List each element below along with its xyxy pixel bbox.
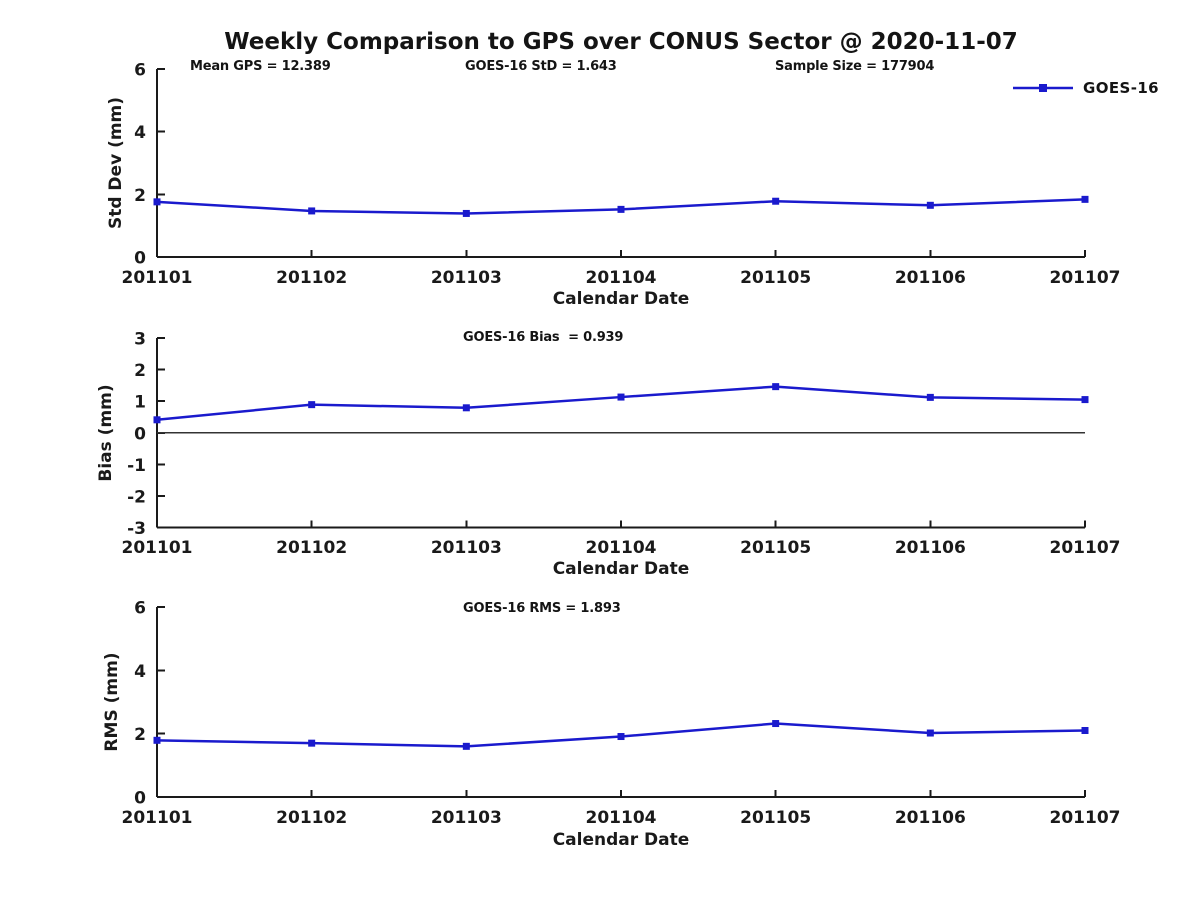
x-tick-label: 201104: [586, 808, 657, 828]
data-point-marker: [617, 205, 625, 213]
y-tick-label: 6: [134, 61, 146, 81]
y-tick-label: 1: [134, 393, 146, 413]
x-axis-title: Calendar Date: [553, 830, 690, 850]
y-tick-label: -2: [127, 487, 146, 507]
x-tick-label: 201101: [122, 538, 193, 558]
x-tick-label: 201107: [1050, 808, 1121, 828]
annotation-goes16-rms: GOES-16 RMS = 1.893: [463, 601, 621, 616]
y-axis-title: Std Dev (mm): [106, 97, 126, 229]
y-axis-title: Bias (mm): [96, 384, 116, 481]
x-tick-label: 201106: [895, 538, 966, 558]
data-point-marker: [153, 198, 161, 206]
annotation-goes16-bias: GOES-16 Bias = 0.939: [463, 330, 624, 345]
x-axis-title: Calendar Date: [553, 559, 690, 579]
series-line: [156, 385, 1086, 422]
x-tick-label: 201101: [122, 808, 193, 828]
legend: GOES-16: [1011, 79, 1160, 97]
rms-subplot: 0 2 4 6 201101 201102 201103 201104 201105 201106…: [102, 599, 1121, 851]
x-tick-label: 201105: [740, 808, 811, 828]
data-point-marker: [153, 416, 161, 424]
legend-marker: [1039, 84, 1047, 92]
x-tick-label: 201102: [276, 268, 347, 288]
y-tick-label: 6: [134, 599, 146, 619]
annotation-sample-size: Sample Size = 177904: [775, 59, 935, 74]
y-tick-label: 2: [134, 725, 146, 745]
annotation-mean-gps: Mean GPS = 12.389: [190, 59, 331, 74]
figure-title: Weekly Comparison to GPS over CONUS Sect…: [224, 29, 1018, 55]
x-tick-label: 201105: [740, 538, 811, 558]
data-point-marker: [308, 739, 316, 747]
data-point-marker: [926, 201, 934, 209]
data-point-marker: [153, 736, 161, 744]
y-axis-title: RMS (mm): [102, 652, 122, 751]
bias-subplot: -3 -2 -1 0 1 2 3 201101 201102 201103 201104 201105…: [96, 330, 1121, 580]
data-point-marker: [308, 207, 316, 215]
data-point-marker: [926, 393, 934, 401]
data-point-marker: [1081, 195, 1089, 203]
x-tick-label: 201103: [431, 538, 502, 558]
x-tick-label: 201106: [895, 808, 966, 828]
data-point-marker: [772, 383, 780, 391]
data-point-marker: [772, 197, 780, 205]
x-tick-label: 201101: [122, 268, 193, 288]
data-point-marker: [617, 393, 625, 401]
y-tick-label: 0: [134, 424, 146, 444]
x-tick-label: 201104: [586, 268, 657, 288]
annotation-goes16-std: GOES-16 StD = 1.643: [465, 59, 617, 74]
x-tick-label: 201105: [740, 268, 811, 288]
x-tick-label: 201102: [276, 538, 347, 558]
y-tick-label: -1: [127, 456, 146, 476]
y-tick-label: 0: [134, 249, 146, 269]
data-point-marker: [308, 401, 316, 409]
y-tick-label: -3: [127, 519, 146, 539]
data-point-marker: [462, 209, 470, 217]
x-tick-label: 201107: [1050, 538, 1121, 558]
data-point-marker: [1081, 396, 1089, 404]
x-tick-label: 201102: [276, 808, 347, 828]
y-tick-label: 0: [134, 789, 146, 809]
x-tick-label: 201104: [586, 538, 657, 558]
x-tick-label: 201107: [1050, 268, 1121, 288]
y-tick-label: 4: [134, 123, 146, 143]
stddev-subplot: 0 2 4 6 201101 201102 201103 201104 201105 201106…: [106, 61, 1121, 310]
x-tick-label: 201103: [431, 268, 502, 288]
y-tick-label: 2: [134, 186, 146, 206]
legend-line-sample: [1013, 84, 1073, 92]
data-point-marker: [617, 733, 625, 741]
y-tick-label: 2: [134, 361, 146, 381]
y-tick-label: 4: [134, 662, 146, 682]
x-tick-label: 201106: [895, 268, 966, 288]
data-point-marker: [926, 729, 934, 737]
data-point-marker: [462, 742, 470, 750]
data-point-marker: [772, 720, 780, 728]
y-tick-label: 3: [134, 330, 146, 350]
x-axis-title: Calendar Date: [553, 289, 690, 309]
data-point-marker: [1081, 727, 1089, 734]
legend-label: GOES-16: [1083, 79, 1160, 97]
data-point-marker: [462, 404, 470, 412]
x-tick-label: 201103: [431, 808, 502, 828]
